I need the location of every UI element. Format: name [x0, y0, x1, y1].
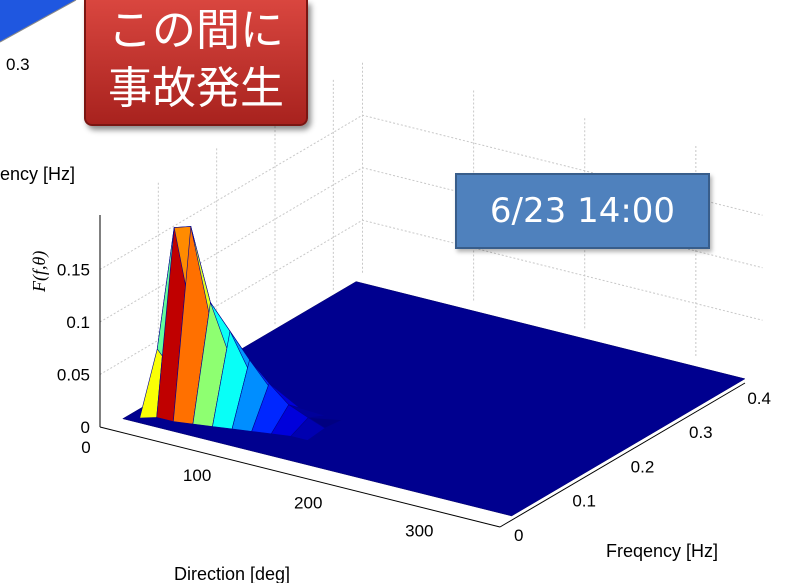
y-tick-label: 0.3: [689, 423, 713, 442]
x-axis-label: Direction [deg]: [174, 564, 290, 583]
x-tick-label: 100: [183, 466, 211, 485]
background-tick-label: 0.3: [6, 55, 30, 74]
z-tick-label: 0.1: [66, 313, 90, 332]
y-tick-label: 0.1: [572, 492, 596, 511]
x-tick-label: 0: [81, 438, 90, 457]
x-tick-label: 200: [294, 494, 322, 513]
background-subplot-edge: [0, 0, 77, 43]
surface-patch: [308, 417, 343, 429]
timestamp-callout: 6/23 14:00: [455, 173, 710, 249]
x-tick-label: 300: [405, 521, 433, 540]
y-tick-label: 0.2: [631, 457, 655, 476]
y-axis-label: Freqency [Hz]: [606, 541, 718, 561]
tick-labels: 0 0.05 0.1 0.15 0 100 200 300 0 0.1 0.2 0.3 0.4: [57, 261, 771, 546]
surface-floor: [122, 281, 746, 517]
axes-box: [99, 215, 746, 528]
background-ylabel: ency [Hz]: [0, 164, 75, 184]
surface-patch: [288, 404, 326, 418]
z-tick-label: 0: [81, 418, 90, 437]
grid-line: [99, 114, 763, 270]
z-tick-label: 0.15: [57, 261, 90, 280]
y-tick-label: 0.4: [747, 389, 771, 408]
accident-callout: この間に 事故発生: [84, 0, 308, 126]
y-tick-label: 0: [514, 526, 523, 545]
z-axis-label: F(f,θ): [29, 251, 50, 293]
z-tick-label: 0.05: [57, 366, 90, 385]
surface: [122, 226, 746, 517]
